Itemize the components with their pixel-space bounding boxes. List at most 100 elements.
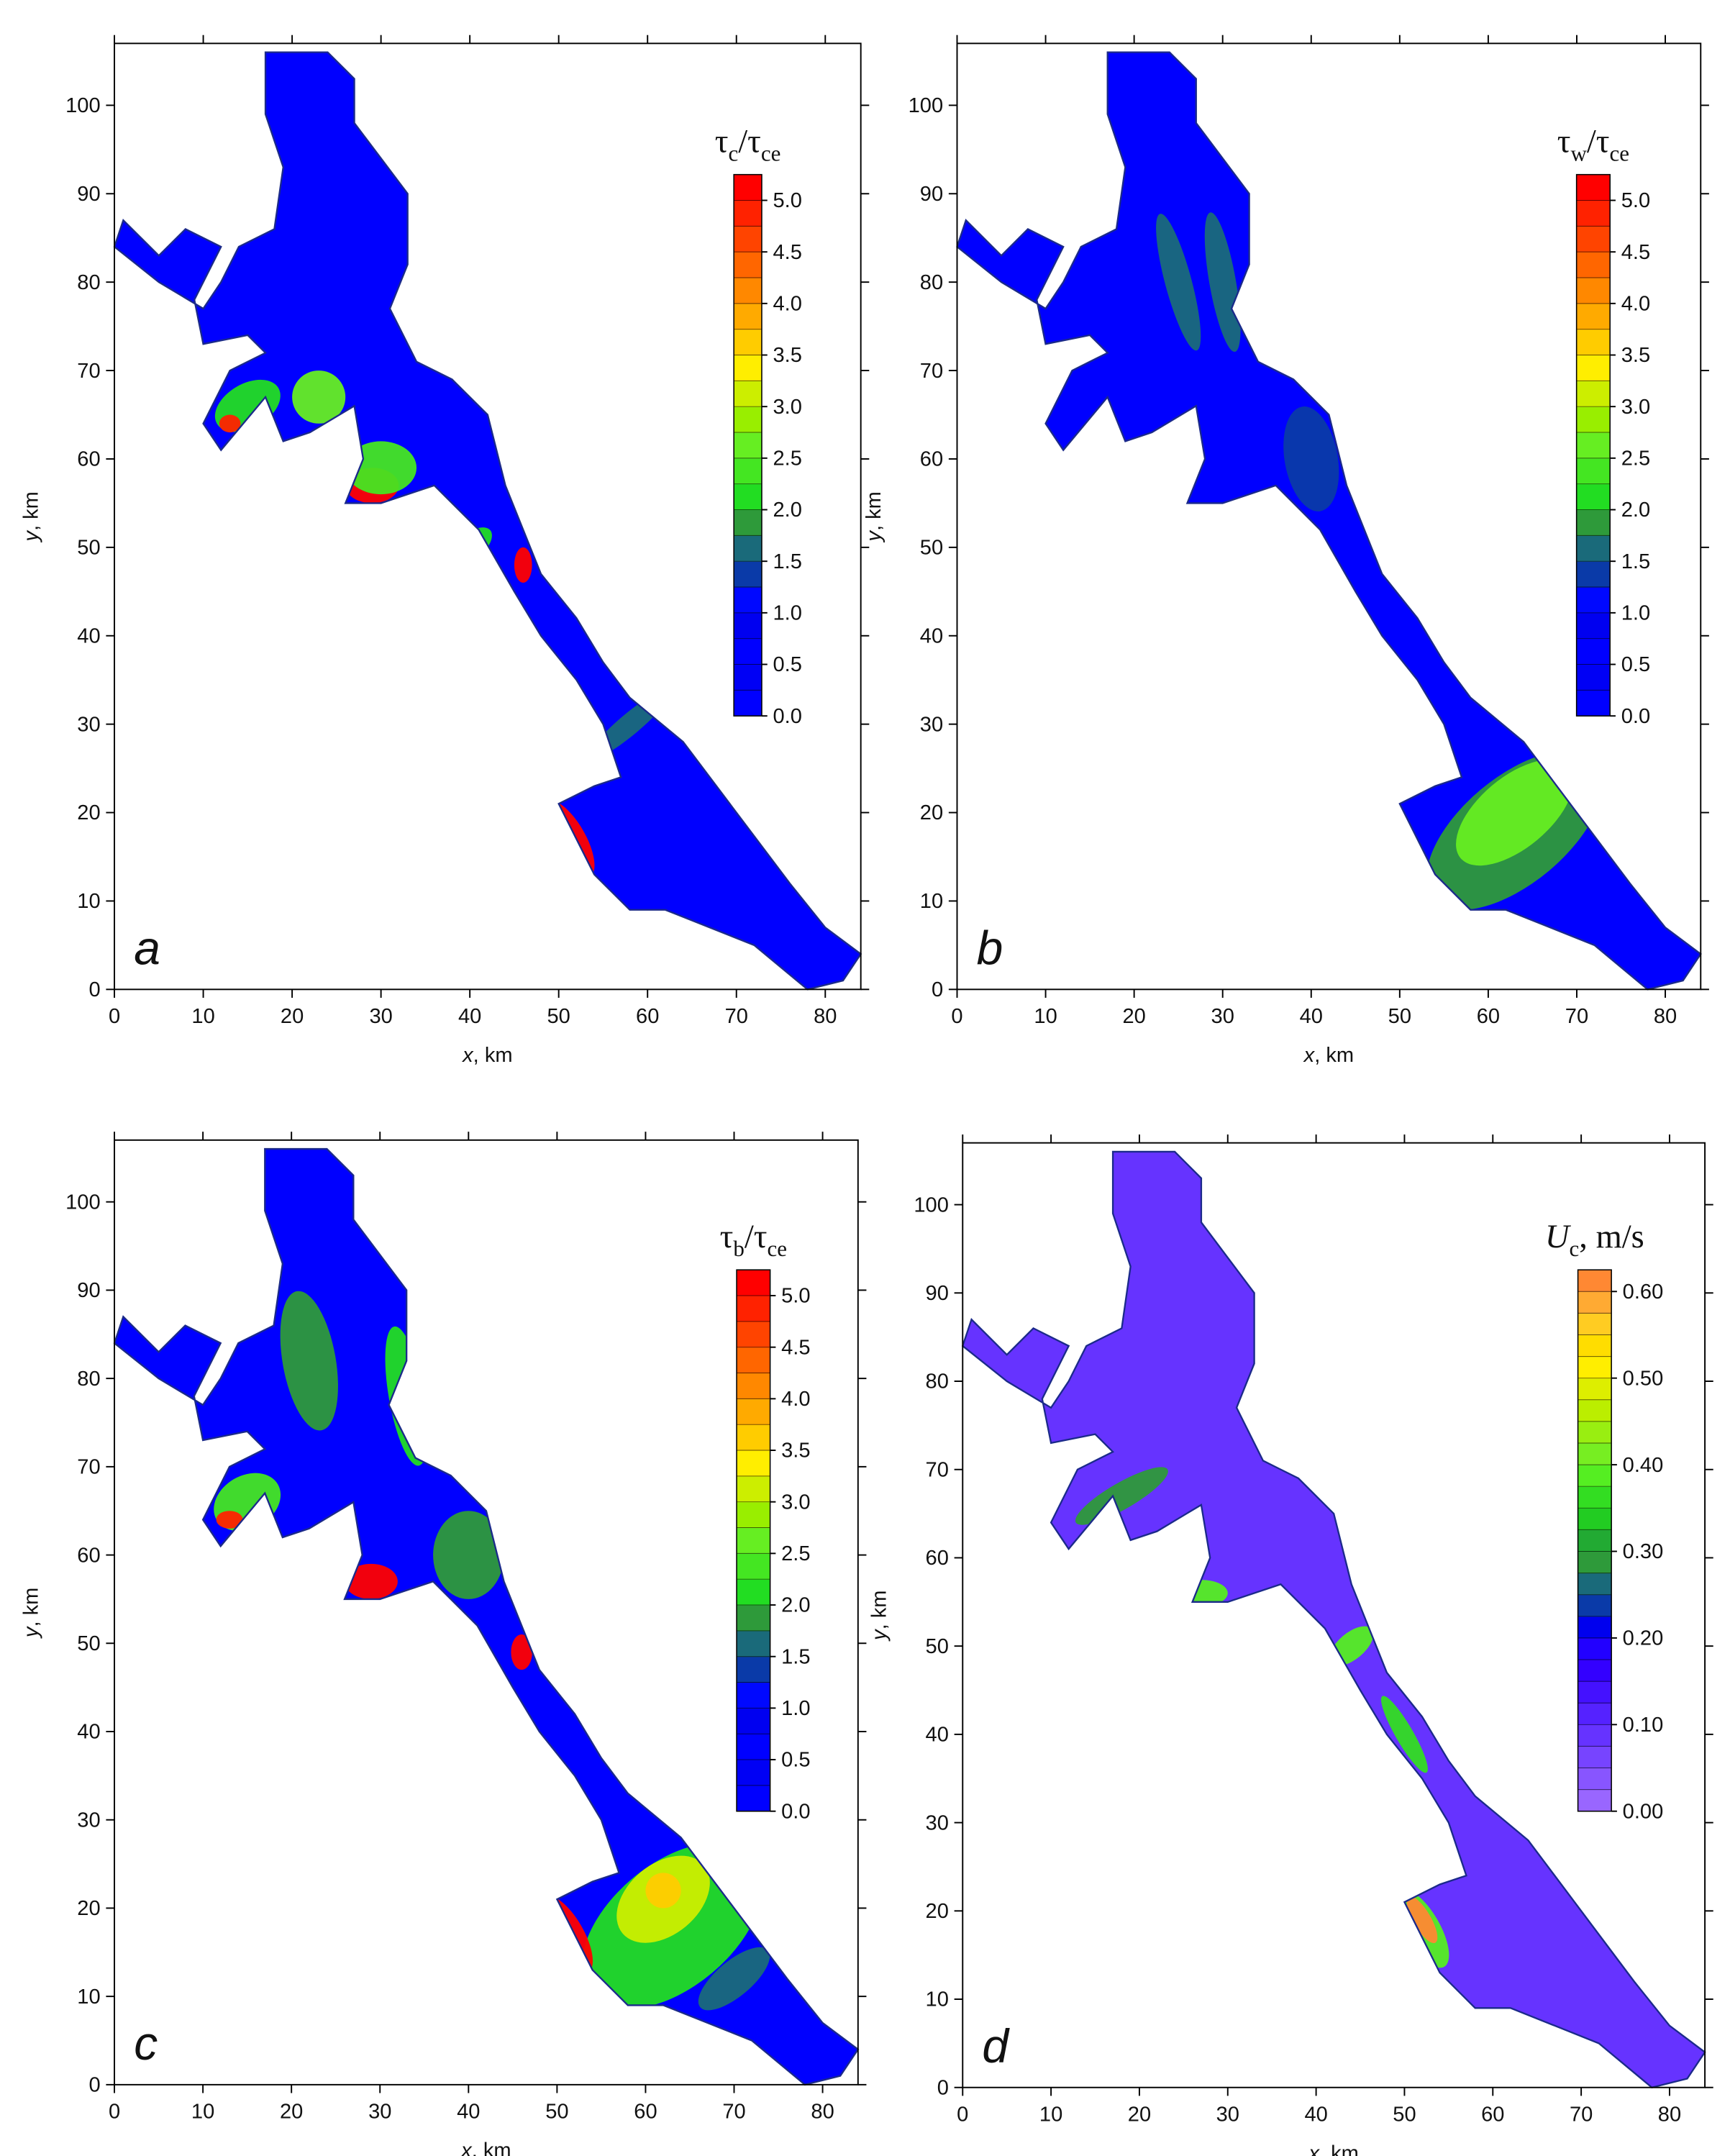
- x-tick-label: 10: [1039, 2103, 1062, 2126]
- colorbar-band: [737, 1347, 770, 1374]
- colorbar-tick-label: 0.0: [1621, 705, 1650, 728]
- colorbar-band: [1576, 252, 1611, 278]
- colorbar-band: [1576, 664, 1611, 691]
- y-axis-label: y, km: [862, 491, 886, 542]
- y-tick-label: 100: [65, 94, 101, 117]
- colorbar-band: [1578, 1442, 1612, 1465]
- colorbar-tick-label: 3.0: [773, 396, 801, 419]
- y-tick-label: 90: [77, 1279, 100, 1302]
- field-patch: [514, 547, 532, 583]
- colorbar-tick-label: 4.0: [781, 1388, 810, 1411]
- field-patch: [698, 1947, 770, 2011]
- y-tick-label: 0: [932, 978, 943, 1001]
- panel: 0 10 20 30 40 50 60 70 80 0 10 20 30 40 50 60 70 80 90 100 x…: [19, 35, 870, 1067]
- colorbar-band: [734, 535, 762, 562]
- y-tick-label: 70: [77, 360, 100, 383]
- field-patch: [216, 1511, 243, 1529]
- colorbar-tick-label: 2.0: [773, 499, 801, 522]
- colorbar-tick-label: 0.5: [773, 653, 801, 676]
- x-tick-label: 80: [811, 2100, 834, 2123]
- x-tick-label: 0: [951, 1005, 962, 1028]
- colorbar-band: [734, 664, 762, 691]
- colorbar-band: [1576, 381, 1611, 407]
- colorbar-tick-label: 1.0: [1621, 602, 1650, 625]
- colorbar-band: [1578, 1486, 1612, 1509]
- panel: 0 10 20 30 40 50 60 70 80 0 10 20 30 40 50 60 70 80 90 100 x…: [868, 1134, 1713, 2156]
- x-tick-label: 70: [1565, 1005, 1588, 1028]
- colorbar-tick-label: 0.20: [1623, 1627, 1664, 1650]
- x-tick-label: 60: [1481, 2103, 1504, 2126]
- colorbar-band: [734, 303, 762, 330]
- colorbar-tick-label: 1.5: [773, 550, 801, 573]
- colorbar-band: [1576, 174, 1611, 201]
- colorbar-tick-label: 4.0: [773, 293, 801, 316]
- colorbar-title: τc/τce: [715, 124, 781, 166]
- colorbar-band: [1578, 1573, 1612, 1596]
- colorbar-band: [737, 1296, 770, 1322]
- x-tick-label: 10: [191, 2100, 214, 2123]
- lake-outline: [961, 1150, 1706, 2089]
- colorbar-band: [1576, 638, 1611, 665]
- colorbar-tick-label: 0.40: [1623, 1454, 1664, 1477]
- colorbar-tick-label: 2.5: [773, 447, 801, 470]
- colorbar-band: [1576, 612, 1611, 640]
- colorbar-band: [737, 1708, 770, 1734]
- panel-label: c: [134, 2016, 158, 2070]
- colorbar-tick-label: 0.30: [1623, 1540, 1664, 1563]
- x-tick-label: 0: [957, 2103, 968, 2126]
- field-patch: [219, 414, 241, 433]
- x-tick-label: 0: [109, 2100, 120, 2123]
- colorbar-band: [734, 381, 762, 407]
- colorbar-band: [734, 561, 762, 588]
- y-axis-label: y, km: [19, 1588, 42, 1639]
- colorbar-band: [734, 252, 762, 278]
- y-tick-label: 20: [920, 801, 943, 824]
- y-tick-label: 30: [926, 1811, 949, 1834]
- y-tick-label: 10: [77, 1986, 100, 2009]
- colorbar-band: [1578, 1746, 1612, 1769]
- field-patch: [1380, 1696, 1428, 1773]
- colorbar-band: [1578, 1399, 1612, 1422]
- colorbar-band: [1576, 561, 1611, 588]
- colorbar-band: [1576, 200, 1611, 227]
- colorbar-band: [737, 1270, 770, 1296]
- y-tick-label: 50: [77, 1632, 100, 1655]
- x-tick-label: 50: [545, 2100, 568, 2123]
- colorbar-band: [1578, 1270, 1612, 1292]
- colorbar-band: [737, 1321, 770, 1348]
- colorbar-tick-label: 4.5: [773, 241, 801, 264]
- colorbar-band: [1578, 1334, 1612, 1357]
- colorbar-band: [1578, 1768, 1612, 1791]
- x-tick-label: 20: [1122, 1005, 1145, 1028]
- colorbar-tick-label: 2.5: [1621, 447, 1650, 470]
- colorbar-tick-label: 0.5: [1621, 653, 1650, 676]
- colorbar-band: [737, 1398, 770, 1425]
- y-tick-label: 60: [920, 448, 943, 471]
- y-tick-label: 90: [920, 183, 943, 206]
- colorbar-tick-label: 0.5: [781, 1749, 810, 1772]
- colorbar-band: [737, 1734, 770, 1760]
- colorbar-band: [1578, 1291, 1612, 1314]
- x-tick-label: 70: [725, 1005, 748, 1028]
- y-tick-label: 0: [88, 978, 100, 1001]
- panel-label: d: [982, 2019, 1010, 2073]
- colorbar-band: [1578, 1378, 1612, 1401]
- colorbar-band: [737, 1785, 770, 1812]
- colorbar-tick-label: 2.0: [1621, 499, 1650, 522]
- y-tick-label: 40: [926, 1724, 949, 1747]
- colorbar-title: Uc, m/s: [1545, 1219, 1644, 1261]
- colorbar-tick-label: 4.5: [781, 1336, 810, 1359]
- colorbar-band: [1576, 226, 1611, 253]
- x-tick-label: 30: [1216, 2103, 1239, 2126]
- colorbar-title: τw/τce: [1557, 124, 1629, 166]
- field-patch: [345, 1563, 398, 1599]
- colorbar-band: [737, 1424, 770, 1451]
- field-detail: [214, 1291, 770, 2011]
- colorbar-band: [1578, 1508, 1612, 1530]
- colorbar-band: [737, 1579, 770, 1606]
- y-tick-label: 60: [77, 1544, 100, 1567]
- field-patch: [292, 370, 346, 424]
- colorbar-band: [1576, 278, 1611, 304]
- colorbar-band: [1578, 1637, 1612, 1660]
- y-tick-label: 20: [77, 1897, 100, 1920]
